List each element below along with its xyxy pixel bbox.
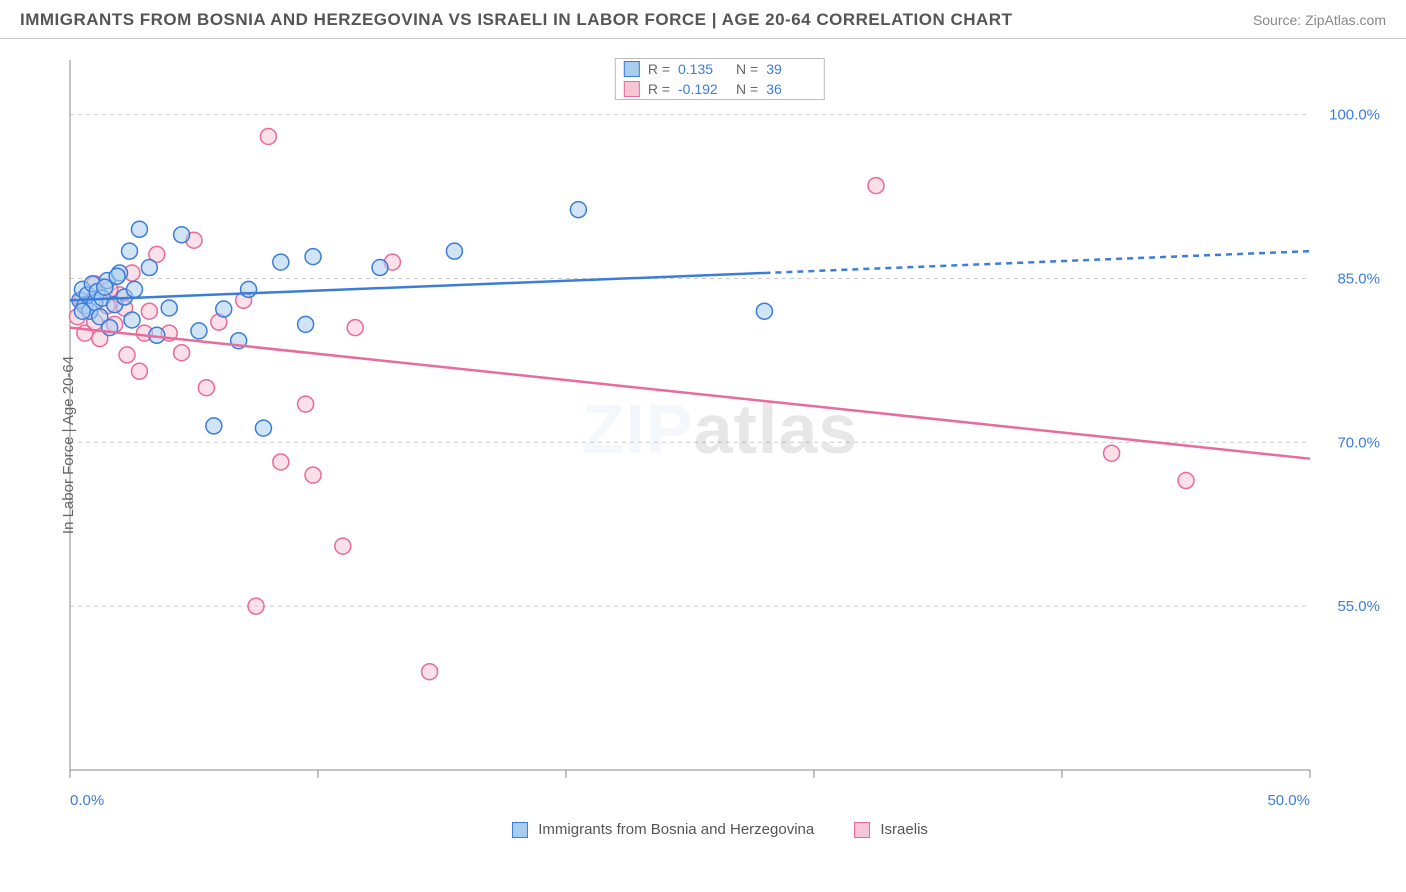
swatch-b-icon: [624, 81, 640, 97]
chart-source: Source: ZipAtlas.com: [1253, 12, 1386, 28]
swatch-a-icon: [624, 61, 640, 77]
scatter-plot-svg: 55.0% 70.0% 85.0% 100.0% 0.0% 50.0%: [50, 50, 1390, 810]
chart-header: IMMIGRANTS FROM BOSNIA AND HERZEGOVINA V…: [0, 0, 1406, 39]
chart-area: In Labor Force | Age 20-64 55.0% 70.0% 85.…: [50, 50, 1390, 840]
swatch-b-icon: [854, 822, 870, 838]
legend-row-a: R = 0.135 N = 39: [616, 59, 824, 79]
chart-title: IMMIGRANTS FROM BOSNIA AND HERZEGOVINA V…: [20, 10, 1012, 30]
svg-text:70.0%: 70.0%: [1337, 434, 1380, 451]
correlation-legend: R = 0.135 N = 39 R = -0.192 N = 36: [615, 58, 825, 100]
swatch-a-icon: [512, 822, 528, 838]
svg-text:100.0%: 100.0%: [1329, 107, 1380, 124]
y-axis-label: In Labor Force | Age 20-64: [60, 356, 77, 534]
legend-item-b: Israelis: [854, 821, 928, 838]
svg-text:55.0%: 55.0%: [1337, 598, 1380, 615]
svg-text:50.0%: 50.0%: [1267, 792, 1310, 809]
legend-item-a: Immigrants from Bosnia and Herzegovina: [512, 821, 814, 838]
legend-row-b: R = -0.192 N = 36: [616, 79, 824, 99]
series-legend: Immigrants from Bosnia and Herzegovina I…: [50, 821, 1390, 838]
svg-text:0.0%: 0.0%: [70, 792, 104, 809]
svg-text:85.0%: 85.0%: [1337, 270, 1380, 287]
